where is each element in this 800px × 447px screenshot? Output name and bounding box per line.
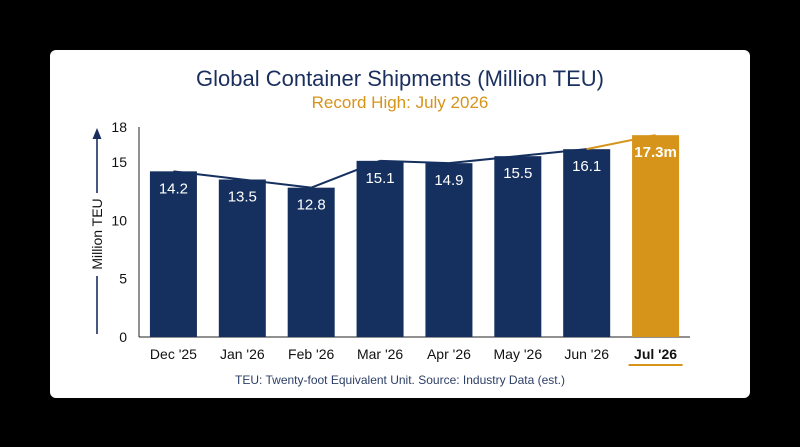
y-tick-label: 5	[119, 271, 127, 287]
data-label: 15.5	[503, 165, 532, 182]
trend-line-segment	[517, 148, 587, 158]
bar	[149, 171, 197, 337]
bar	[356, 160, 404, 337]
data-label: 14.2	[159, 180, 188, 197]
x-tick-label: Feb '26	[288, 346, 334, 362]
x-tick-label: Jun '26	[564, 346, 609, 362]
y-arrow-head	[92, 128, 102, 139]
bar	[218, 179, 266, 337]
chart-title: Global Container Shipments (Million TEU)	[196, 66, 604, 91]
bar	[494, 156, 542, 337]
trend-line-segment	[586, 134, 656, 151]
chart-footnote: TEU: Twenty-foot Equivalent Unit. Source…	[235, 373, 565, 387]
data-label: 16.1	[572, 158, 601, 175]
data-label: 17.3m	[634, 144, 677, 161]
y-tick-label: 10	[111, 212, 127, 228]
data-label: 14.9	[434, 172, 463, 189]
x-tick-label: Jan '26	[220, 346, 265, 362]
trend-line-segment	[173, 170, 243, 181]
data-label: 12.8	[297, 197, 326, 214]
bar-chart: 0 5 10 15 18 Million TEU 14.2 13.5 12.8 15.1 14.9 1…	[89, 119, 690, 366]
y-tick-label: 18	[111, 119, 127, 135]
x-tick-label: Mar '26	[357, 346, 403, 362]
bar	[632, 135, 680, 337]
trend-line-segment	[310, 159, 381, 189]
chart-subtitle: Record High: July 2026	[311, 93, 489, 112]
data-label: 13.5	[228, 189, 257, 206]
x-tick-label: Jul '26	[634, 346, 677, 362]
chart-card: Global Container Shipments (Million TEU)…	[50, 50, 750, 398]
trend-line-segment	[448, 155, 518, 165]
y-tick-label: 15	[111, 154, 127, 170]
bar	[287, 187, 335, 337]
y-tick-label: 0	[119, 329, 127, 345]
x-tick-label: Dec '25	[150, 346, 197, 362]
data-label: 15.1	[365, 170, 394, 187]
bar	[425, 163, 473, 337]
x-tick-label: Apr '26	[427, 346, 471, 362]
trend-line-segment	[380, 159, 449, 165]
bar	[563, 149, 611, 337]
x-tick-label: May '26	[494, 346, 543, 362]
y-axis-label: Million TEU	[89, 198, 105, 269]
trend-line-segment	[242, 178, 312, 189]
